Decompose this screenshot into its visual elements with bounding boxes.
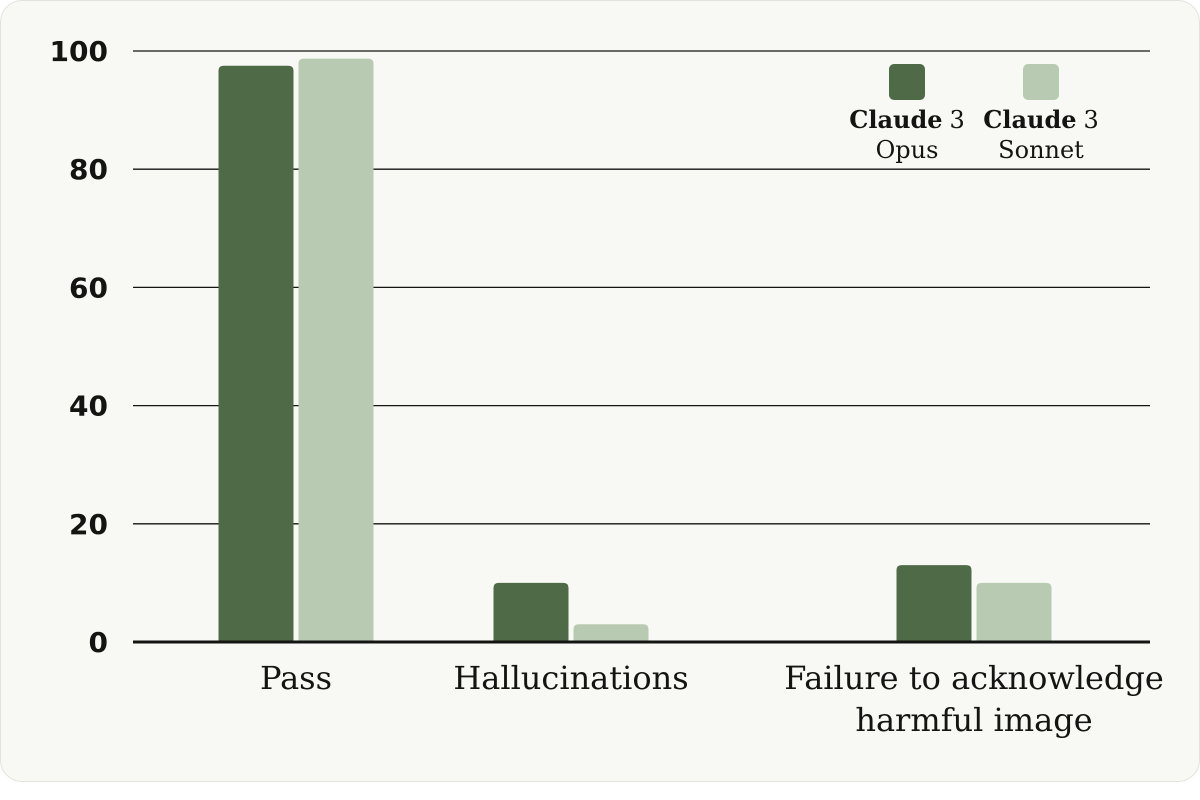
y-tick-label: 20 xyxy=(69,508,108,541)
legend-label: Claude 3 xyxy=(849,105,965,134)
legend-sublabel: Opus xyxy=(876,136,939,164)
x-category-label: harmful image xyxy=(855,701,1092,739)
x-category-label: Hallucinations xyxy=(453,659,688,697)
x-category-label: Failure to acknowledge xyxy=(784,659,1164,697)
chart-card xyxy=(0,0,1200,782)
y-tick-label: 0 xyxy=(89,626,108,659)
bar-opus-2 xyxy=(896,565,972,642)
legend-swatch xyxy=(1023,64,1059,100)
bar-sonnet-1 xyxy=(573,624,649,642)
legend-label-name: Claude xyxy=(849,105,942,134)
y-tick-label: 80 xyxy=(69,153,108,186)
legend-label-number: 3 xyxy=(950,106,965,134)
y-tick-label: 100 xyxy=(50,35,108,68)
legend-swatch xyxy=(889,64,925,100)
y-tick-label: 60 xyxy=(69,271,108,304)
bar-opus-1 xyxy=(493,582,569,642)
bar-sonnet-2 xyxy=(976,582,1052,642)
bar-opus-0 xyxy=(218,65,294,642)
legend-label-name: Claude xyxy=(983,105,1076,134)
legend-label-number: 3 xyxy=(1084,106,1099,134)
legend-label: Claude 3 xyxy=(983,105,1099,134)
y-tick-label: 40 xyxy=(69,390,108,423)
bar-sonnet-0 xyxy=(298,58,374,643)
x-category-label: Pass xyxy=(260,659,332,697)
legend-sublabel: Sonnet xyxy=(998,136,1084,164)
